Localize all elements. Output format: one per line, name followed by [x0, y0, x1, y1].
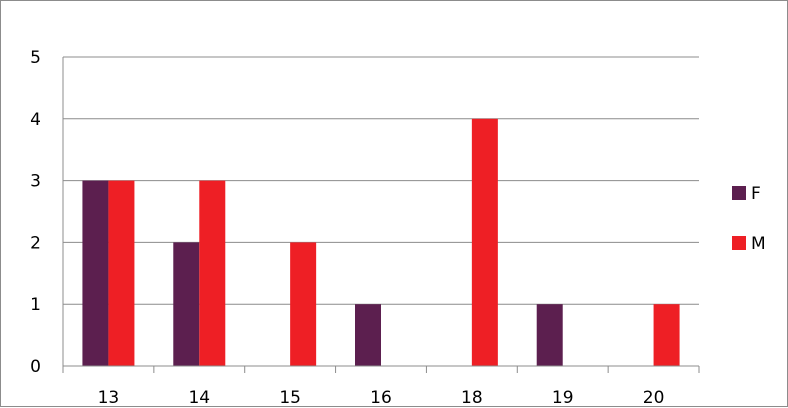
bar-f-14 [173, 242, 200, 366]
x-tick-label: 16 [370, 388, 392, 408]
axes [62, 57, 700, 373]
bar-m-13 [108, 180, 135, 366]
y-tick-label: 0 [30, 357, 41, 377]
legend-label-f: F [751, 184, 761, 204]
x-tick-label: 18 [461, 388, 483, 408]
y-tick-label: 2 [30, 233, 41, 253]
y-tick-label: 3 [30, 172, 41, 192]
bar-f-16 [355, 304, 381, 366]
x-tick-label: 20 [643, 388, 665, 408]
legend: FM [732, 184, 766, 254]
bar-m-14 [199, 180, 226, 366]
y-tick-labels: 0 1 2 3 4 5 [30, 48, 41, 377]
bar-f-13 [82, 180, 109, 366]
x-tick-label: 19 [552, 388, 574, 408]
bars [82, 118, 680, 366]
x-tick-label: 13 [98, 388, 120, 408]
legend-swatch-m [732, 236, 746, 250]
bar-f-19 [536, 304, 563, 366]
bar-m-15 [290, 242, 317, 366]
legend-swatch-f [732, 186, 746, 200]
x-tick-label: 15 [279, 388, 301, 408]
y-tick-label: 5 [30, 48, 41, 68]
legend-label-m: M [751, 234, 766, 254]
x-tick-labels: 13 14 15 16 18 19 20 [98, 388, 665, 408]
y-tick-label: 1 [30, 295, 41, 315]
x-tick-label: 14 [188, 388, 210, 408]
gridlines [63, 56, 699, 305]
bar-m-18 [471, 118, 498, 366]
y-tick-label: 4 [30, 110, 41, 130]
bar-m-20 [653, 304, 680, 366]
